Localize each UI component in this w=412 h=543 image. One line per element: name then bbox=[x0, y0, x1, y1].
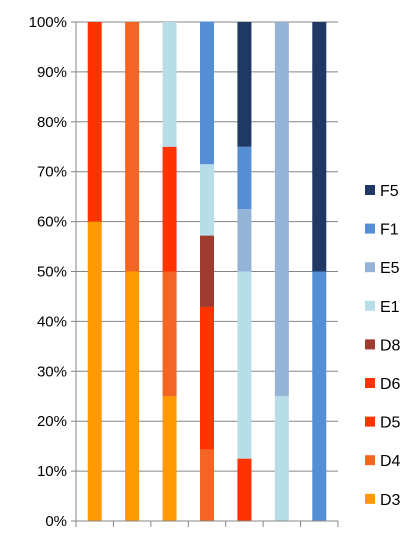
legend-label-d3: D3 bbox=[380, 492, 401, 509]
y-tick-label: 60% bbox=[37, 214, 67, 231]
legend-label-d6: D6 bbox=[380, 376, 401, 393]
bar-segment-d5 bbox=[87, 22, 102, 222]
bar-segment-f1 bbox=[237, 146, 252, 210]
legend-swatch-d5 bbox=[365, 416, 375, 427]
y-tick-label: 100% bbox=[29, 14, 67, 31]
bar-segment-e1 bbox=[274, 396, 289, 521]
bar-segment-d5 bbox=[162, 146, 177, 272]
bar-segment-f5 bbox=[237, 22, 252, 147]
y-tick-label: 20% bbox=[37, 413, 67, 430]
bar-segment-f1 bbox=[200, 21, 214, 165]
legend-swatch-d6 bbox=[365, 378, 375, 388]
bar-segment-d3 bbox=[162, 396, 177, 521]
y-tick-label: 0% bbox=[45, 513, 67, 530]
legend-label-d4: D4 bbox=[380, 453, 401, 470]
bar-segment-d3 bbox=[87, 221, 102, 521]
bar-segment-e5 bbox=[274, 22, 289, 397]
axes bbox=[71, 21, 339, 527]
legend-label-d5: D5 bbox=[380, 415, 401, 432]
y-tick-label: 30% bbox=[37, 363, 67, 380]
legend: F5 F1 E5 E1 D8 D6 D5 D4 D3 bbox=[365, 183, 401, 509]
bar-segment-e1 bbox=[162, 22, 177, 147]
legend-label-e5: E5 bbox=[380, 260, 400, 277]
legend-swatch-d8 bbox=[365, 339, 375, 350]
legend-swatch-e1 bbox=[365, 300, 375, 311]
legend-swatch-f1 bbox=[365, 223, 375, 234]
legend-swatch-d3 bbox=[365, 493, 375, 504]
y-tick-label: 40% bbox=[37, 313, 67, 330]
legend-label-f5: F5 bbox=[380, 183, 399, 200]
y-tick-label: 90% bbox=[37, 64, 67, 81]
y-tick-label: 10% bbox=[37, 463, 67, 480]
bar-segment-e5 bbox=[237, 209, 252, 272]
bar-segment-f1 bbox=[312, 271, 327, 521]
legend-swatch-d4 bbox=[365, 455, 375, 466]
legend-swatch-e5 bbox=[365, 262, 375, 273]
y-tick-label: 50% bbox=[37, 264, 67, 281]
bar-segment-d3 bbox=[125, 271, 140, 521]
bars bbox=[87, 21, 327, 521]
legend-swatch-f5 bbox=[365, 185, 375, 195]
bar-segment-d8 bbox=[200, 235, 214, 307]
bar-segment-d4 bbox=[125, 22, 140, 272]
y-tick-label: 80% bbox=[37, 114, 67, 131]
bar-segment-d4 bbox=[162, 271, 177, 397]
bar-segment-e1 bbox=[200, 164, 214, 236]
bar-segment-e1 bbox=[237, 271, 252, 459]
bar-segment-d5 bbox=[200, 306, 214, 450]
bar-segment-d4 bbox=[200, 449, 214, 521]
y-tick-labels: 0% 10% 20% 30% 40% 50% 60% 70% 80% 90% 100% bbox=[29, 14, 67, 530]
legend-label-f1: F1 bbox=[380, 222, 399, 239]
bar-segment-f5 bbox=[312, 22, 327, 272]
legend-label-e1: E1 bbox=[380, 299, 400, 316]
y-tick-label: 70% bbox=[37, 164, 67, 181]
legend-label-d8: D8 bbox=[380, 337, 401, 354]
bar-segment-d5 bbox=[237, 458, 252, 521]
